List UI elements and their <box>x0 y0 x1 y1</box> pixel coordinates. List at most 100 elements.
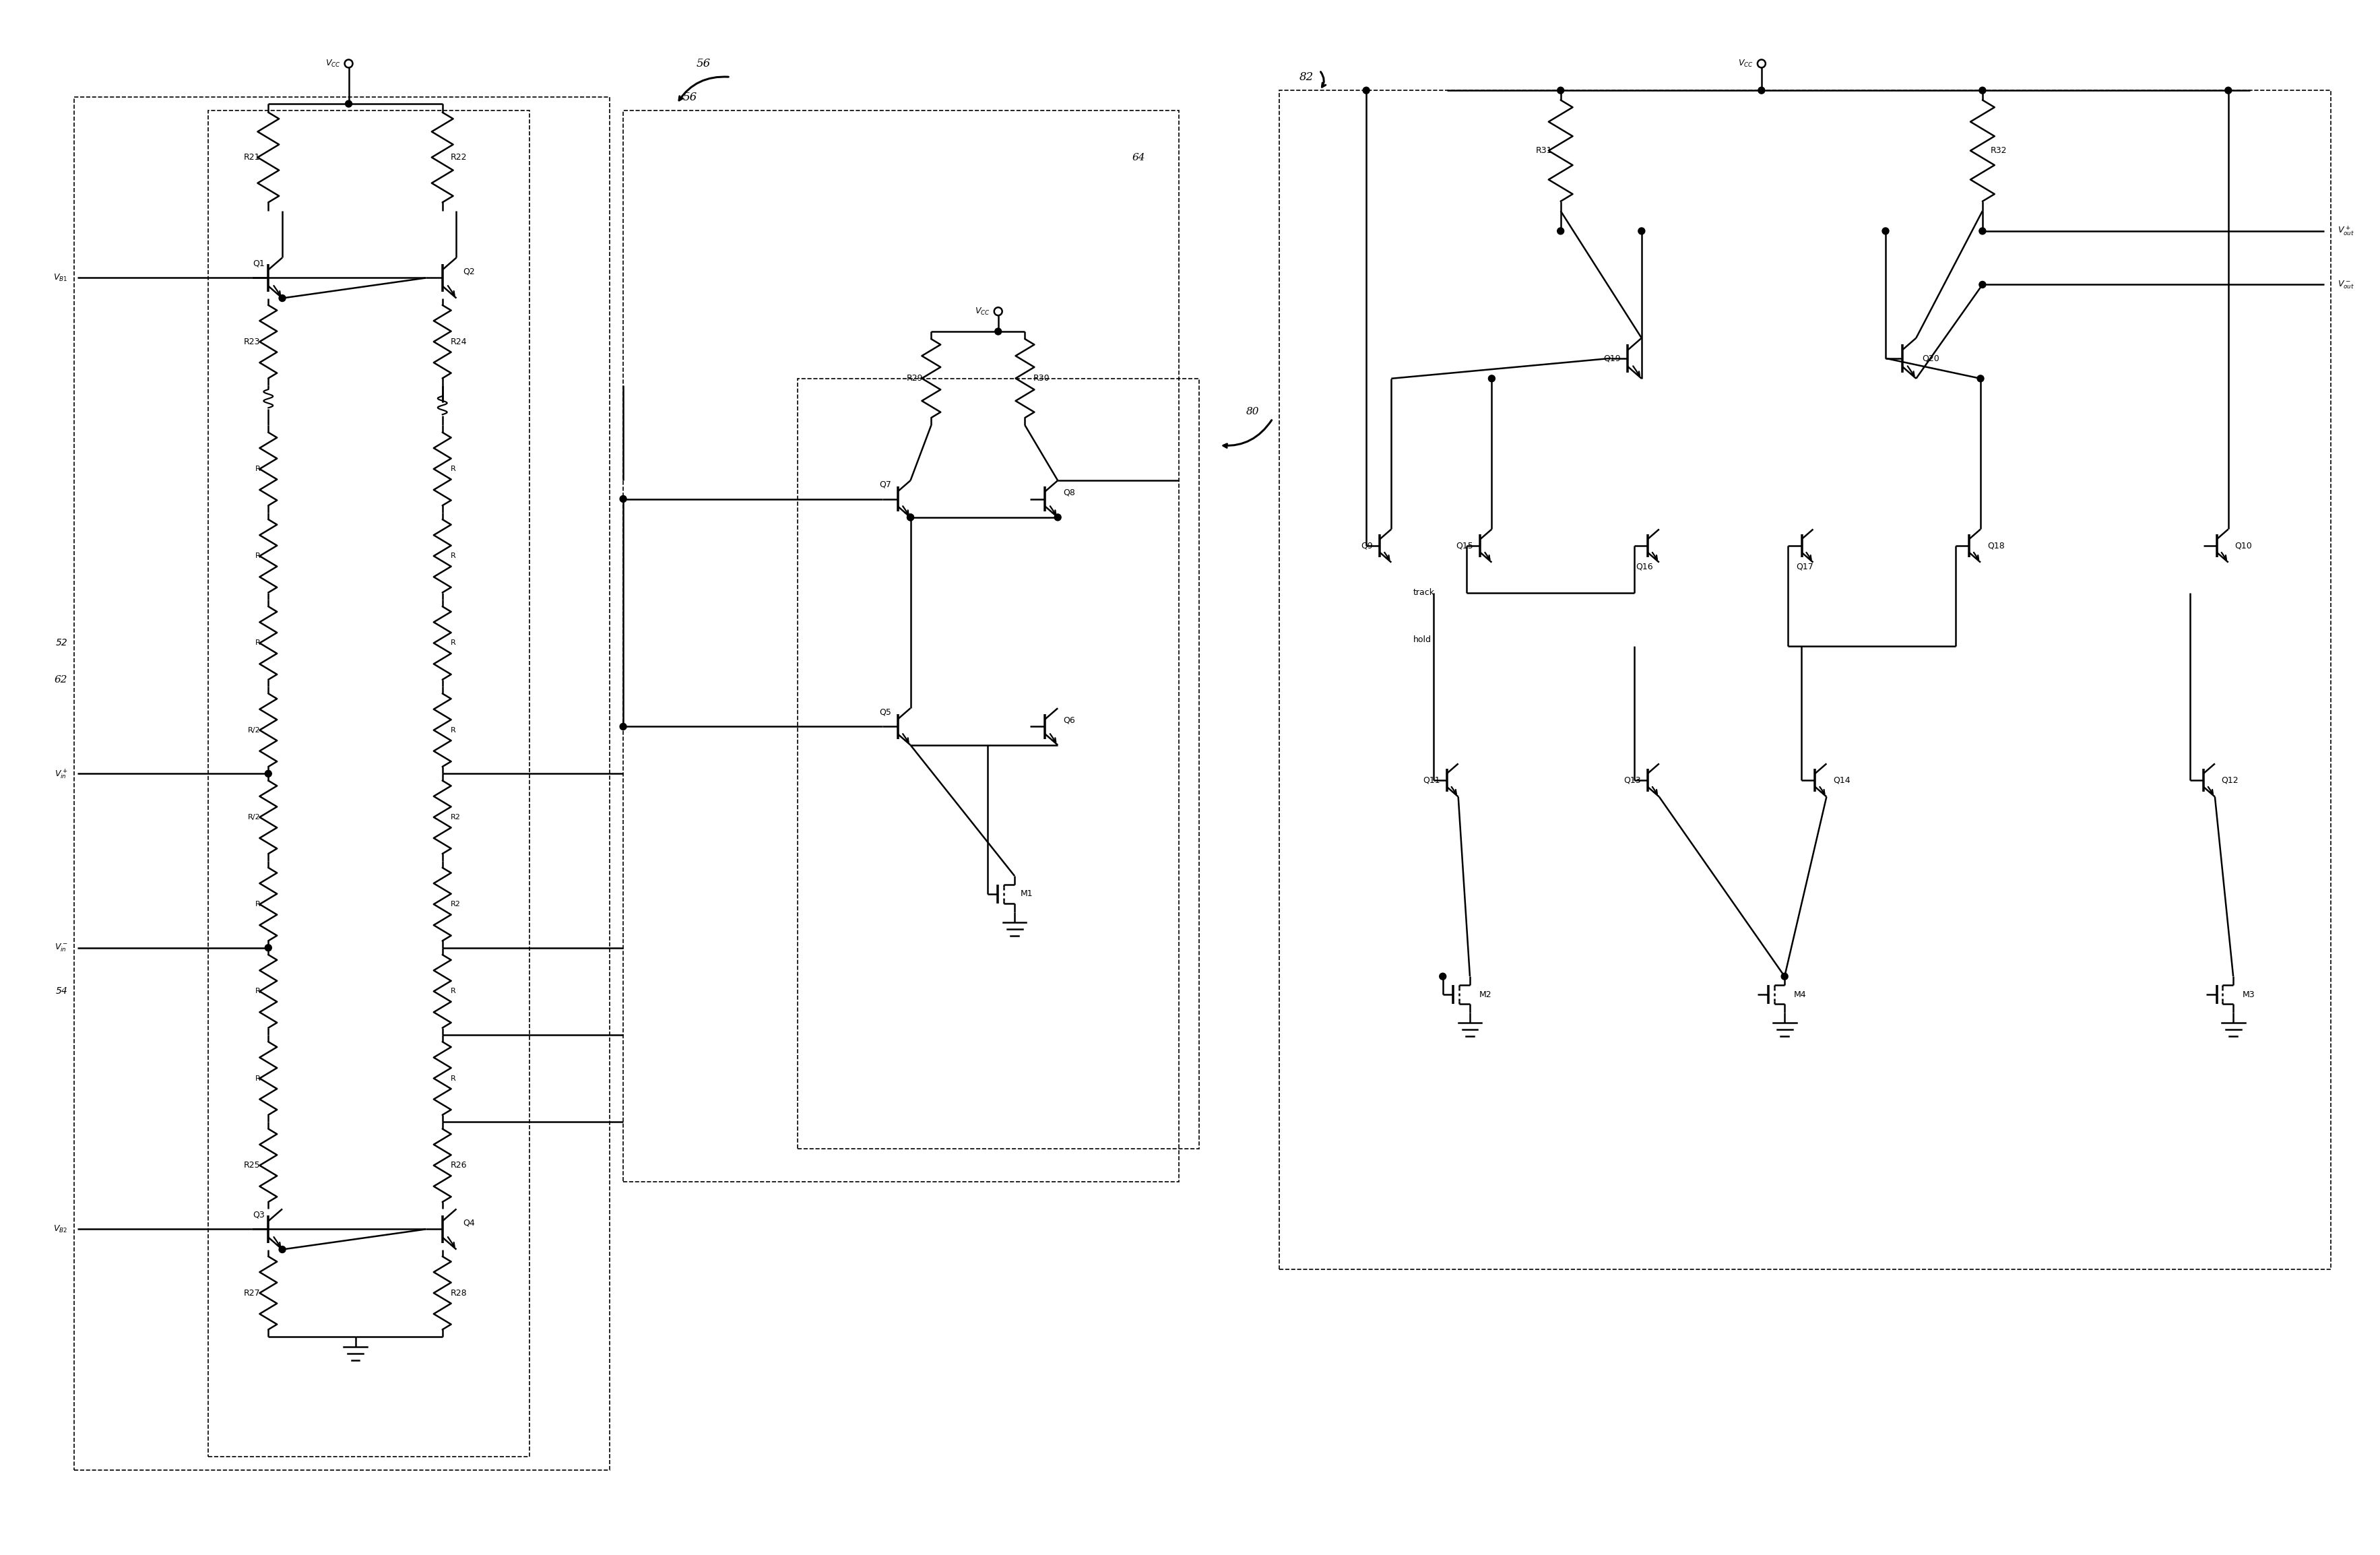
Text: R: R <box>450 726 455 734</box>
Text: $V_{in}^+$: $V_{in}^+$ <box>55 767 67 781</box>
Circle shape <box>2225 87 2232 93</box>
Bar <box>74 96 609 1469</box>
Text: Q3: Q3 <box>252 1210 264 1219</box>
Text: M4: M4 <box>1795 991 1806 998</box>
Text: R: R <box>255 639 259 647</box>
Text: R: R <box>255 987 259 995</box>
Circle shape <box>995 328 1002 334</box>
Circle shape <box>278 295 286 302</box>
Text: M2: M2 <box>1478 991 1492 998</box>
Text: Q17: Q17 <box>1797 563 1814 571</box>
Text: R29: R29 <box>907 375 923 383</box>
Circle shape <box>345 101 352 107</box>
Text: R32: R32 <box>1990 146 2006 156</box>
Text: R24: R24 <box>450 337 466 347</box>
Text: R: R <box>255 465 259 473</box>
Circle shape <box>1054 515 1061 521</box>
Circle shape <box>1980 281 1985 288</box>
Text: R31: R31 <box>1535 146 1552 156</box>
Text: 56: 56 <box>697 58 712 70</box>
Text: 80: 80 <box>1245 407 1259 417</box>
Text: Q8: Q8 <box>1064 488 1076 496</box>
Text: $V_{B2}$: $V_{B2}$ <box>52 1224 67 1235</box>
Text: 52: 52 <box>55 639 67 648</box>
Text: R: R <box>450 987 455 995</box>
Bar <box>797 378 1200 1149</box>
Text: M3: M3 <box>2242 991 2254 998</box>
Text: track: track <box>1414 588 1435 597</box>
Circle shape <box>907 515 914 521</box>
Text: R: R <box>450 465 455 473</box>
Text: Q10: Q10 <box>2235 541 2251 550</box>
Text: R/2: R/2 <box>248 726 259 734</box>
Text: R25: R25 <box>243 1162 259 1169</box>
Text: Q12: Q12 <box>2221 776 2240 785</box>
Text: $V_{B1}$: $V_{B1}$ <box>52 272 67 283</box>
Circle shape <box>907 515 914 521</box>
Text: 64: 64 <box>1133 152 1145 162</box>
Text: R: R <box>255 552 259 560</box>
Bar <box>624 110 1178 1182</box>
Circle shape <box>1759 87 1766 93</box>
Text: Q20: Q20 <box>1923 355 1940 362</box>
Text: R21: R21 <box>243 152 259 162</box>
Bar <box>1280 90 2330 1269</box>
Circle shape <box>278 1246 286 1253</box>
Text: Q9: Q9 <box>1361 541 1373 550</box>
Circle shape <box>619 496 626 502</box>
Circle shape <box>1980 87 1985 93</box>
Text: Q15: Q15 <box>1457 541 1473 550</box>
Text: 82: 82 <box>1299 72 1314 82</box>
Text: R30: R30 <box>1033 375 1050 383</box>
Text: Q16: Q16 <box>1635 563 1654 571</box>
Text: R: R <box>450 552 455 560</box>
Circle shape <box>1780 973 1787 980</box>
Text: 56: 56 <box>683 92 697 103</box>
Text: R23: R23 <box>243 337 259 347</box>
Text: $V_{in}^-$: $V_{in}^-$ <box>55 942 67 953</box>
Text: $V_{out}^-$: $V_{out}^-$ <box>2337 278 2354 291</box>
Text: R2: R2 <box>450 900 459 908</box>
Text: $V_{out}^+$: $V_{out}^+$ <box>2337 225 2354 238</box>
Circle shape <box>264 944 271 952</box>
Text: hold: hold <box>1414 634 1430 644</box>
Text: 62: 62 <box>55 675 67 684</box>
Text: R27: R27 <box>243 1289 259 1297</box>
Text: $V_{CC}$: $V_{CC}$ <box>1737 59 1754 68</box>
Text: Q2: Q2 <box>462 267 474 275</box>
Circle shape <box>1980 227 1985 235</box>
Circle shape <box>1883 227 1890 235</box>
Text: R28: R28 <box>450 1289 466 1297</box>
Circle shape <box>1557 87 1564 93</box>
Text: Q13: Q13 <box>1623 776 1640 785</box>
Text: R22: R22 <box>450 152 466 162</box>
Text: R: R <box>450 1075 455 1082</box>
Text: R: R <box>255 900 259 908</box>
Text: R/2: R/2 <box>248 813 259 821</box>
Circle shape <box>264 770 271 778</box>
Text: Q6: Q6 <box>1064 715 1076 725</box>
Text: R26: R26 <box>450 1162 466 1169</box>
Text: Q1: Q1 <box>252 260 264 267</box>
Text: M1: M1 <box>1021 889 1033 899</box>
Text: $V_{CC}$: $V_{CC}$ <box>976 306 990 317</box>
Text: Q5: Q5 <box>878 708 890 717</box>
Circle shape <box>1557 227 1564 235</box>
Text: R: R <box>450 639 455 647</box>
Text: R2: R2 <box>450 813 459 821</box>
Text: Q14: Q14 <box>1833 776 1849 785</box>
Text: Q7: Q7 <box>878 480 890 488</box>
Circle shape <box>619 723 626 729</box>
Circle shape <box>1978 375 1985 383</box>
Circle shape <box>1440 973 1447 980</box>
Text: Q11: Q11 <box>1423 776 1440 785</box>
Text: $V_{CC}$: $V_{CC}$ <box>326 59 340 68</box>
Circle shape <box>1364 87 1368 93</box>
Text: 54: 54 <box>55 986 67 997</box>
Circle shape <box>1637 227 1645 235</box>
Circle shape <box>1488 375 1495 383</box>
Text: Q18: Q18 <box>1987 541 2004 550</box>
Text: R: R <box>255 1075 259 1082</box>
Bar <box>207 110 528 1457</box>
Text: Q19: Q19 <box>1604 355 1621 362</box>
